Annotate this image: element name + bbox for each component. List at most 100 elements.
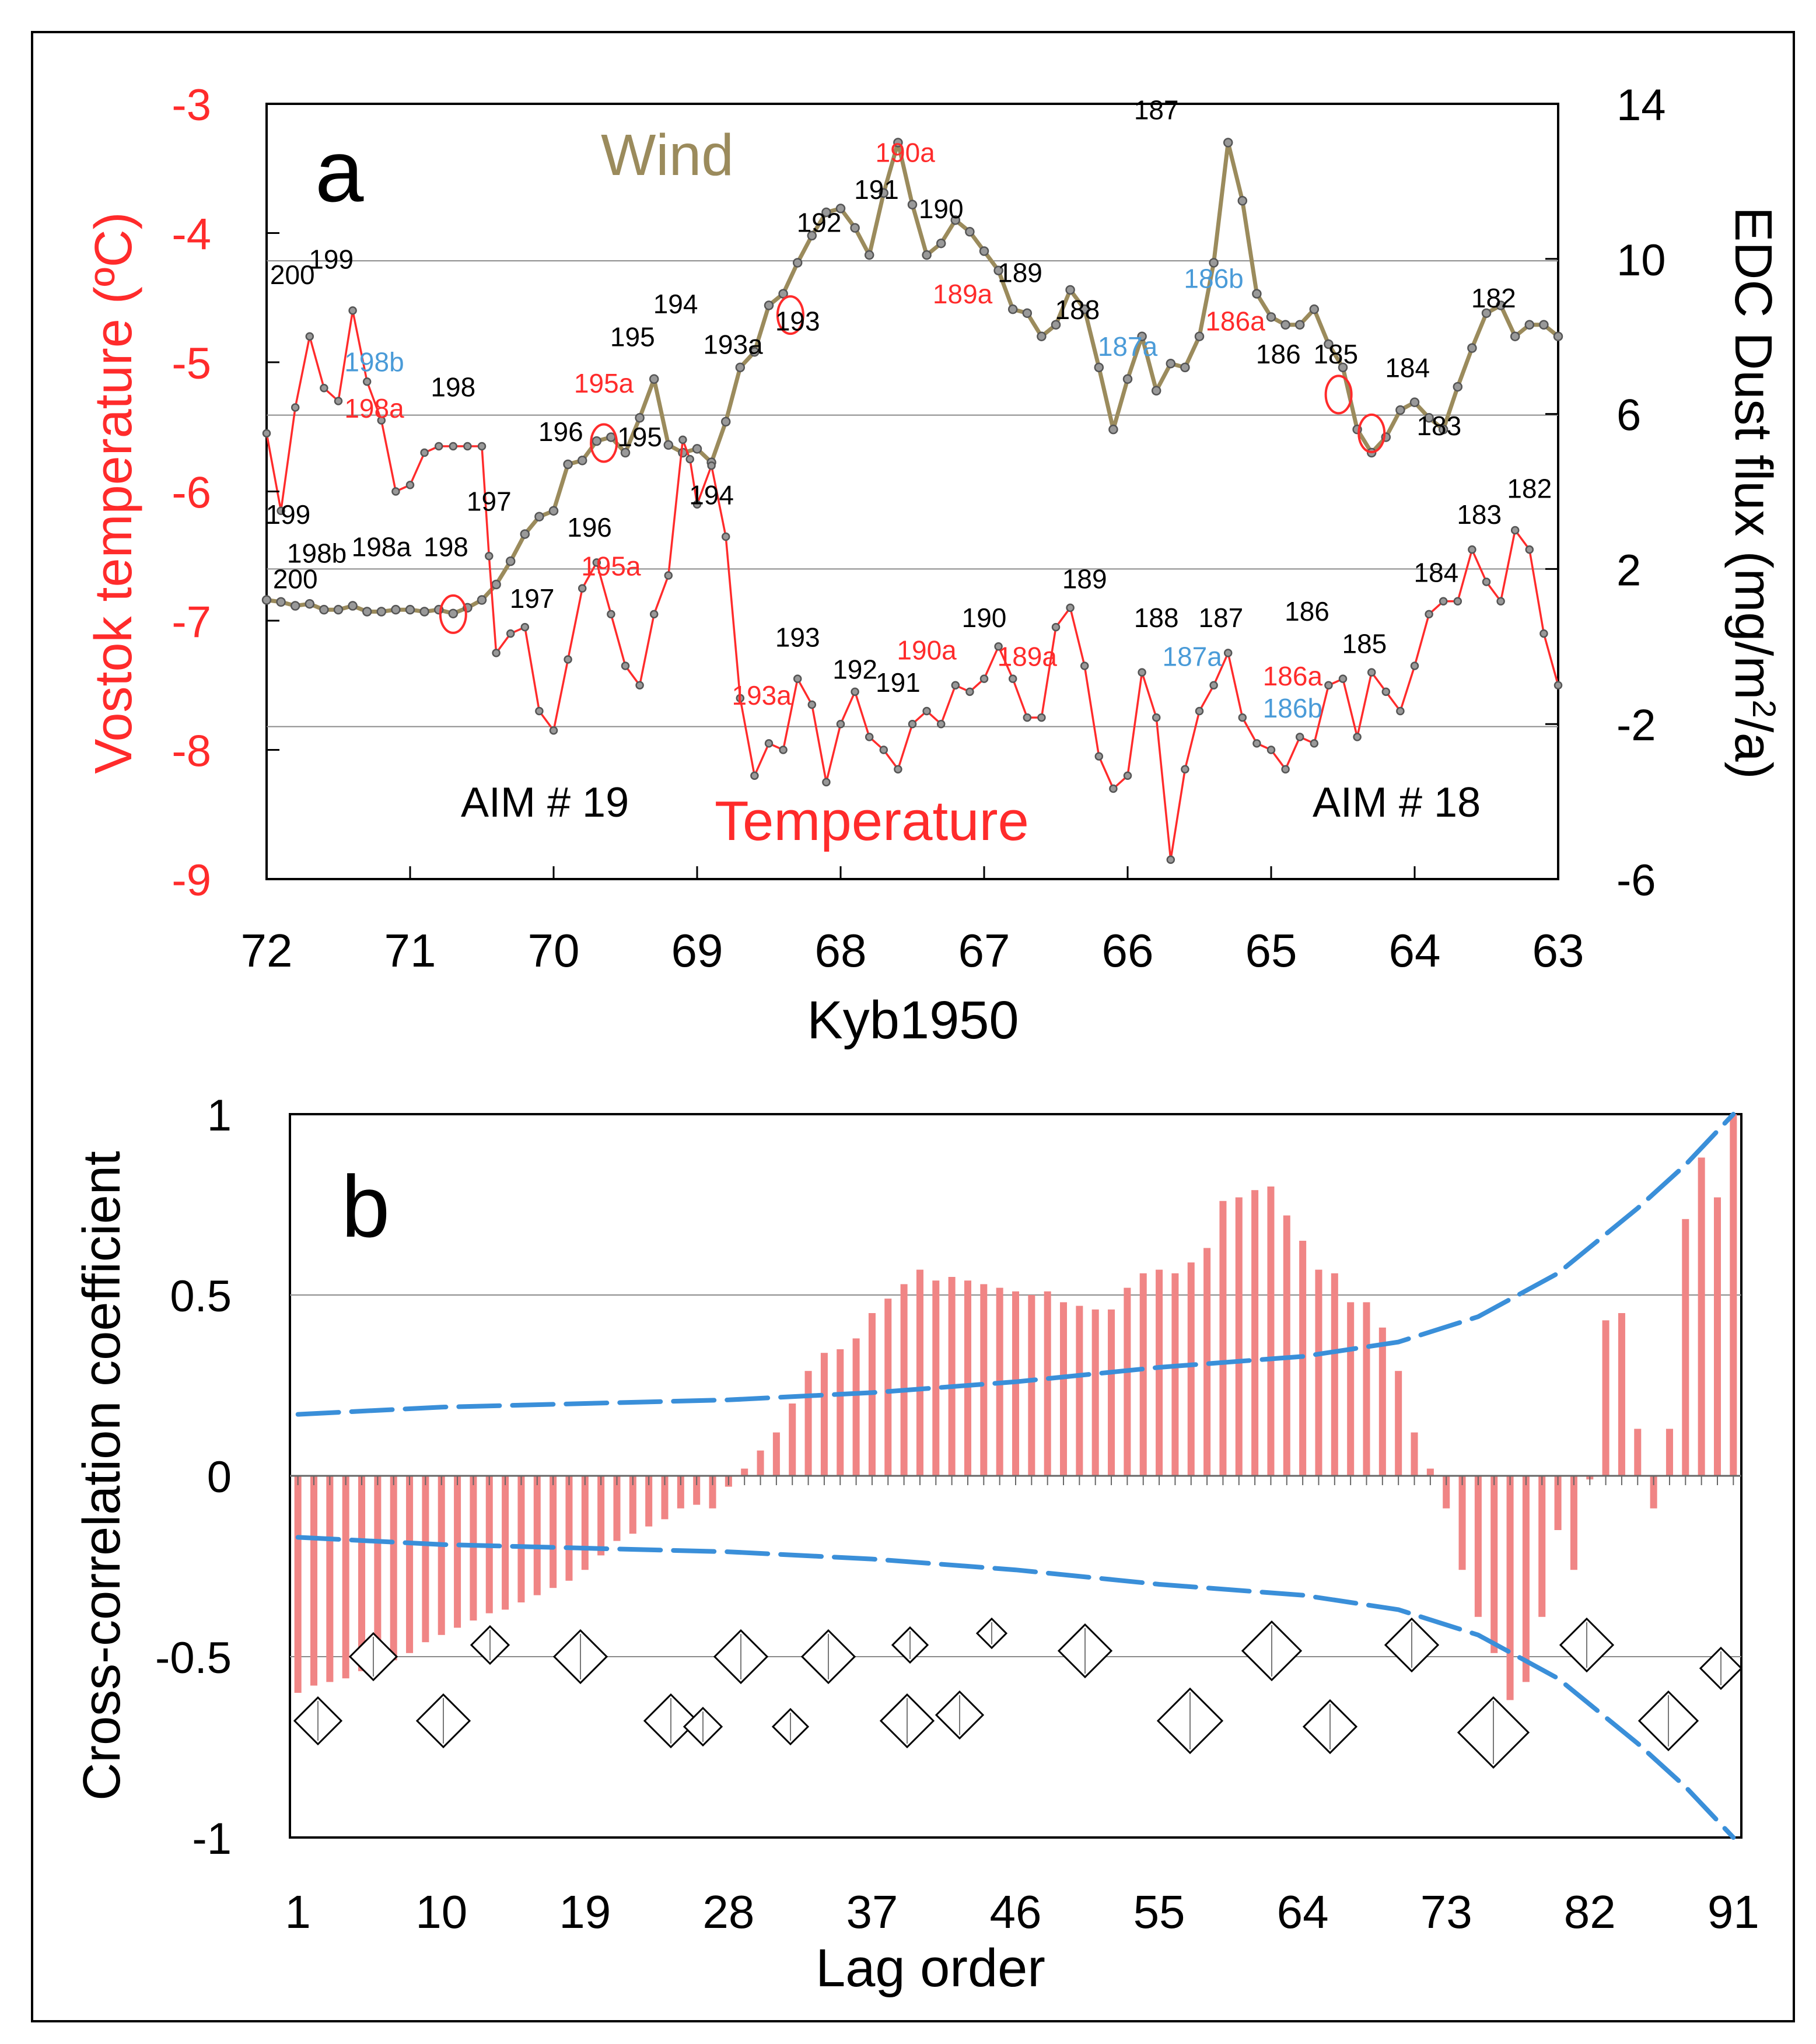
temperature-point <box>1181 765 1189 774</box>
temperature-point <box>1094 752 1104 761</box>
correlation-bar <box>533 1476 541 1595</box>
event-label: 182 <box>1507 474 1552 504</box>
temperature-point <box>965 687 974 696</box>
correlation-bar <box>438 1476 445 1635</box>
correlation-bar <box>310 1476 318 1686</box>
wind-point <box>1266 312 1276 322</box>
temperature-point <box>1439 597 1448 606</box>
right-y-tick-label: -6 <box>1616 856 1656 905</box>
zero-axis <box>290 1475 1741 1485</box>
correlation-bar <box>852 1338 860 1476</box>
panel-b-y-axis-title: Cross-correlation coefficient <box>73 1151 131 1801</box>
temperature-point <box>1410 662 1419 670</box>
correlation-bar <box>550 1476 557 1588</box>
wind-point <box>376 607 387 617</box>
wind-point <box>750 347 760 357</box>
event-label: 194 <box>653 289 698 319</box>
correlation-bar <box>454 1476 461 1628</box>
temperature-point <box>936 719 946 729</box>
temperature-point <box>764 739 774 748</box>
event-label: 186b <box>1263 693 1322 723</box>
correlation-bar <box>1411 1432 1418 1476</box>
highlight-circle <box>590 423 618 463</box>
left-y-tick-label: -6 <box>172 468 211 518</box>
event-label: 183 <box>1416 411 1461 441</box>
wind-point <box>1467 343 1477 353</box>
correlation-bar <box>804 1371 812 1476</box>
temperature-point <box>262 429 271 438</box>
correlation-bar <box>1108 1309 1115 1476</box>
correlation-bar <box>709 1476 716 1508</box>
temperature-point <box>1195 706 1204 716</box>
wind-point <box>993 265 1003 275</box>
wind-point <box>907 200 918 210</box>
temperature-point <box>922 706 931 716</box>
temperature-point <box>1353 733 1362 741</box>
correlation-bar <box>422 1476 429 1643</box>
temperature-point <box>1510 526 1520 535</box>
correlation-bar <box>1554 1476 1562 1530</box>
aim19-annotation: AIM # 19 <box>461 779 629 826</box>
right-y-tick-label: 14 <box>1616 80 1666 130</box>
correlation-bar <box>390 1476 397 1661</box>
wind-point <box>1051 320 1061 330</box>
wind-point <box>592 436 602 446</box>
temperature-point <box>1023 713 1032 722</box>
event-label: 196 <box>538 416 583 447</box>
temperature-point <box>420 448 429 457</box>
x-tick-label: 71 <box>384 925 436 977</box>
event-label: 183 <box>1457 499 1502 530</box>
temperature-point <box>506 629 515 638</box>
panel-a-right-axis-title: EDC Dust flux (mg/m2/a) <box>1724 206 1783 779</box>
correlation-bars <box>294 1114 1737 1700</box>
temperature-point <box>908 719 917 729</box>
wind-point <box>534 512 544 522</box>
wind-point <box>405 604 415 615</box>
event-label: 186a <box>1205 306 1265 337</box>
correlation-bar <box>820 1353 828 1476</box>
temperature-point <box>463 442 472 451</box>
event-label: 186a <box>1263 661 1323 691</box>
temperature-point <box>1037 713 1046 722</box>
correlation-bar <box>1490 1476 1498 1653</box>
temperature-point <box>707 461 716 470</box>
temperature-point <box>1252 739 1261 748</box>
x-tick-label: 46 <box>990 1886 1042 1938</box>
temperature-point <box>692 500 702 509</box>
wind-point <box>1122 374 1133 384</box>
event-label: 187 <box>1134 95 1179 125</box>
wind-point <box>1496 300 1506 310</box>
event-label: 184 <box>1385 352 1430 383</box>
event-label: 195 <box>617 422 662 452</box>
wind-point <box>1180 362 1190 373</box>
wind-point <box>1424 412 1434 423</box>
temperature-point <box>348 306 357 315</box>
event-label: 193 <box>775 306 820 337</box>
right-y-tick-label: 6 <box>1616 391 1641 440</box>
temperature-point <box>449 442 458 451</box>
temperature-point <box>592 558 601 567</box>
panel-a-reference-lines <box>267 260 1558 727</box>
wind-point <box>290 601 300 611</box>
correlation-bar <box>1395 1371 1402 1476</box>
wind-point <box>1079 304 1090 314</box>
temperature-point <box>685 454 694 464</box>
correlation-bar <box>789 1404 796 1476</box>
temperature-point <box>1338 674 1348 683</box>
wind-point <box>936 238 946 249</box>
event-label: 197 <box>467 487 512 517</box>
y-tick-label: 0.5 <box>170 1272 232 1321</box>
event-label: 191 <box>854 174 899 205</box>
y-tick-label: 1 <box>207 1091 232 1140</box>
wind-point <box>305 598 315 609</box>
panel-a-frame <box>265 103 1559 880</box>
wind-point <box>965 227 975 237</box>
highlight-circle <box>1324 374 1353 415</box>
wind-point <box>477 595 487 605</box>
temperature-point <box>1396 706 1405 716</box>
y-tick-label: -1 <box>192 1814 232 1864</box>
event-label: 186 <box>1285 596 1329 626</box>
temperature-point <box>1482 578 1491 586</box>
event-label: 198 <box>424 531 468 562</box>
